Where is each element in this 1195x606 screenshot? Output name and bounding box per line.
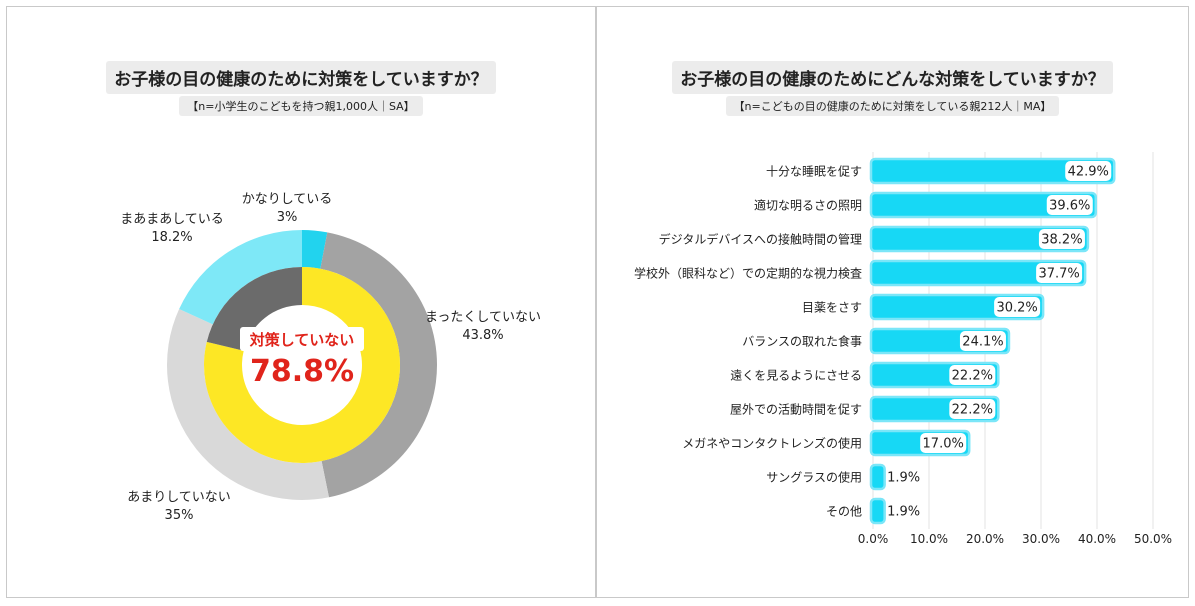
data-label: 39.6% xyxy=(1049,199,1090,214)
data-label-bg xyxy=(959,331,1006,351)
data-label-bg xyxy=(1036,263,1083,283)
x-tick-label: 10.0% xyxy=(910,532,948,546)
data-label: 30.2% xyxy=(996,301,1037,316)
category-label: 目薬をさす xyxy=(802,301,862,315)
bar-subtitle: 【n=こどもの目の健康のために対策をしている親212人｜MA】 xyxy=(725,96,1060,116)
data-label: 1.9% xyxy=(887,505,920,520)
slice-label-maamaa: まあまあしている xyxy=(120,212,224,227)
category-label: 屋外での活動時間を促す xyxy=(730,403,862,417)
data-label-bg xyxy=(920,433,967,453)
category-label: サングラスの使用 xyxy=(766,470,862,485)
x-tick-label: 20.0% xyxy=(966,532,1004,546)
slice-label-amari: あまりしていない xyxy=(127,490,231,505)
slice-value-kanari: 3% xyxy=(277,210,298,225)
data-label-bg xyxy=(1065,161,1112,181)
x-tick-label: 50.0% xyxy=(1134,532,1172,546)
category-label: メガネやコンタクトレンズの使用 xyxy=(682,436,862,451)
category-label: デジタルデバイスへの接触時間の管理 xyxy=(659,232,862,247)
category-label: 十分な睡眠を促す xyxy=(766,165,862,179)
bar-title-box: お子様の目の健康のためにどんな対策をしていますか？ 【n=こどもの目の健康のため… xyxy=(597,61,1188,116)
data-label: 38.2% xyxy=(1041,233,1082,248)
donut-title-box: お子様の目の健康のために対策をしていますか？ 【n=小学生のこどもを持つ親1,0… xyxy=(7,61,595,116)
x-tick-label: 40.0% xyxy=(1078,532,1116,546)
slice-label-kanari: かなりしている xyxy=(242,192,333,207)
center-label-bg xyxy=(240,327,364,351)
category-label: 遠くを見るようにさせる xyxy=(730,369,862,383)
center-value: 78.8% xyxy=(250,354,354,389)
donut-outer-slice-amari xyxy=(167,309,329,500)
data-label: 17.0% xyxy=(923,437,964,452)
bar xyxy=(869,259,1087,287)
center-label: 対策していない xyxy=(249,331,355,349)
data-label-bg xyxy=(949,365,996,385)
category-label: バランスの取れた食事 xyxy=(742,334,862,349)
category-label: 学校外（眼科など）での定期的な視力検査 xyxy=(634,266,862,281)
category-label: その他 xyxy=(826,505,862,519)
data-label: 42.9% xyxy=(1068,165,1109,180)
data-label: 24.1% xyxy=(962,335,1003,350)
x-tick-label: 30.0% xyxy=(1022,532,1060,546)
data-label-bg xyxy=(994,297,1041,317)
slice-label-mattaku: まったくしていない xyxy=(425,310,541,325)
bar xyxy=(869,157,1116,185)
bar-chart-panel: お子様の目の健康のためにどんな対策をしていますか？ 【n=こどもの目の健康のため… xyxy=(596,6,1189,598)
donut-outer-slice-kanari xyxy=(302,230,328,269)
bar xyxy=(869,497,886,525)
slice-value-amari: 35% xyxy=(165,508,194,523)
data-label: 22.2% xyxy=(952,369,993,384)
data-label-bg xyxy=(949,399,996,419)
bar xyxy=(869,191,1098,219)
data-label: 37.7% xyxy=(1038,267,1079,282)
donut-outer-slice-mattaku xyxy=(320,232,437,498)
bar xyxy=(869,463,886,491)
donut-subtitle: 【n=小学生のこどもを持つ親1,000人｜SA】 xyxy=(179,96,423,116)
donut-chart: 対策していない 78.8% かなりしている 3% まったくしていない 43.8% あまりして… xyxy=(120,192,541,523)
donut-inner-slice-do xyxy=(206,267,302,351)
data-label: 1.9% xyxy=(887,471,920,486)
data-label: 22.2% xyxy=(952,403,993,418)
slice-value-mattaku: 43.8% xyxy=(462,328,503,343)
data-label-bg xyxy=(1038,229,1085,249)
donut-title: お子様の目の健康のために対策をしていますか？ xyxy=(106,61,496,94)
donut-outer-slice-maamaa xyxy=(179,230,302,325)
bar-chart: 0.0% 10.0% 20.0% 30.0% 40.0% 50.0% 十分な睡眠を促す 42.… xyxy=(634,152,1172,546)
x-tick-label: 0.0% xyxy=(858,532,889,546)
slice-value-maamaa: 18.2% xyxy=(151,230,192,245)
bar-title: お子様の目の健康のためにどんな対策をしていますか？ xyxy=(672,61,1113,94)
donut-chart-panel: お子様の目の健康のために対策をしていますか？ 【n=小学生のこどもを持つ親1,0… xyxy=(6,6,596,598)
category-label: 適切な明るさの照明 xyxy=(754,198,862,213)
donut-inner-slice-not xyxy=(203,267,400,463)
data-label-bg xyxy=(1046,195,1093,215)
bar xyxy=(869,225,1090,253)
